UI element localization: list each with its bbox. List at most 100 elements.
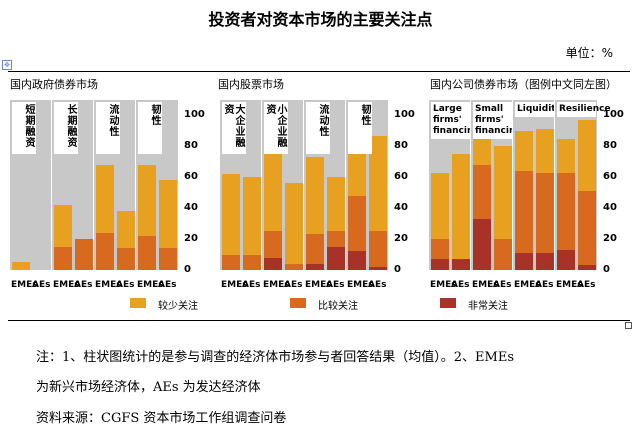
y-tick-label: 80 [394,140,408,152]
x-tick-label: EMEs [514,280,541,290]
bar-emes [96,100,114,270]
panel-title-equity: 国内股票市场 [218,78,284,91]
x-tick-label: AEs [158,280,177,290]
bar-emes [138,100,156,270]
bar-segment [285,263,303,270]
y-tick-label: 60 [603,171,617,183]
bottom-rule [8,320,630,321]
bar-aes [243,100,261,270]
legend-swatch [440,298,456,308]
page-title: 投资者对资本市场的主要关注点 [208,10,433,29]
bar-segment [243,177,261,270]
y-tick-label: 60 [184,171,198,183]
x-tick-label: AEs [493,280,512,290]
bar-segment [243,254,261,270]
bar-segment [452,154,470,270]
y-tick-label: 40 [394,202,408,214]
bar-aes [327,100,345,270]
note-line-3: 资料来源：CGFS 资本市场工作组调查问卷 [36,411,287,426]
bar-emes [473,100,491,270]
bar-segment [515,253,533,270]
bar-segment [75,239,93,270]
bar-segment [494,239,512,270]
y-tick-label: 0 [394,264,401,275]
bar-segment [222,174,240,270]
x-tick-label: EMEs [53,280,80,290]
column-separator [51,100,52,270]
bar-segment [138,236,156,270]
bar-emes [264,100,282,270]
bar-emes [222,100,240,270]
y-tick-label: 100 [603,109,624,121]
column-separator [554,100,555,270]
column-separator [303,100,304,270]
y-tick-label: 60 [394,171,408,183]
category-label: 流动性 [306,102,330,154]
panel-title-corp-bond: 国内公司债券市场（图例中文同左图） [430,78,617,91]
bar-aes [369,100,387,270]
bar-segment [557,249,575,270]
x-tick-label: EMEs [137,280,164,290]
bar-segment [369,231,387,270]
bar-segment [578,191,596,270]
bar-emes [348,100,366,270]
bar-aes [578,100,596,270]
x-tick-label: AEs [116,280,135,290]
legend-label: 非常关注 [468,301,508,312]
y-tick-label: 20 [394,233,408,245]
bar-segment [348,251,366,270]
bar-aes [494,100,512,270]
x-tick-label: EMEs [305,280,332,290]
y-tick-label: 80 [184,140,198,152]
category-label: Resilience [557,102,611,117]
x-tick-label: AEs [74,280,93,290]
x-tick-label: AEs [451,280,470,290]
panel-title-gov-bond: 国内政府债券市场 [10,78,98,91]
category-label: 流动性 [96,102,120,154]
bar-segment [222,254,240,270]
unit-label: 单位：% [565,46,613,60]
bar-segment [285,183,303,270]
legend-swatch [130,298,146,308]
x-tick-label: EMEs [430,280,457,290]
bar-segment [536,172,554,270]
column-separator [512,100,513,270]
y-tick-label: 100 [184,109,205,121]
category-label: 韧性 [348,102,372,154]
x-tick-label: EMEs [263,280,290,290]
bar-segment [536,253,554,270]
bar-emes [54,100,72,270]
bar-segment [431,259,449,270]
x-tick-label: EMEs [221,280,248,290]
bar-aes [536,100,554,270]
y-tick-label: 40 [603,202,617,214]
bar-segment [515,171,533,270]
category-label: 大企业融资 [222,102,246,154]
x-tick-label: AEs [32,280,51,290]
bar-segment [12,262,30,270]
x-tick-label: EMEs [347,280,374,290]
legend-swatch [290,298,306,308]
bar-segment [54,246,72,270]
y-tick-label: 20 [184,233,198,245]
bar-aes [159,100,177,270]
resize-handle-icon[interactable] [625,322,632,329]
legend-label: 较少关注 [158,301,198,312]
category-label: 短期融资 [12,102,36,154]
category-label: 长期融资 [54,102,78,154]
category-label: Large firms' financing [431,102,480,139]
table-move-handle-icon[interactable]: ✥ [2,60,12,70]
bar-segment [96,232,114,270]
category-label: Liquidity [515,102,561,117]
x-tick-label: AEs [368,280,387,290]
bar-segment [264,257,282,270]
bar-emes [515,100,533,270]
column-separator [135,100,136,270]
column-separator [345,100,346,270]
y-tick-label: 80 [603,140,617,152]
bar-segment [117,248,135,270]
x-tick-label: EMEs [11,280,38,290]
bar-segment [452,259,470,270]
y-tick-label: 20 [603,233,617,245]
bar-segment [578,265,596,270]
